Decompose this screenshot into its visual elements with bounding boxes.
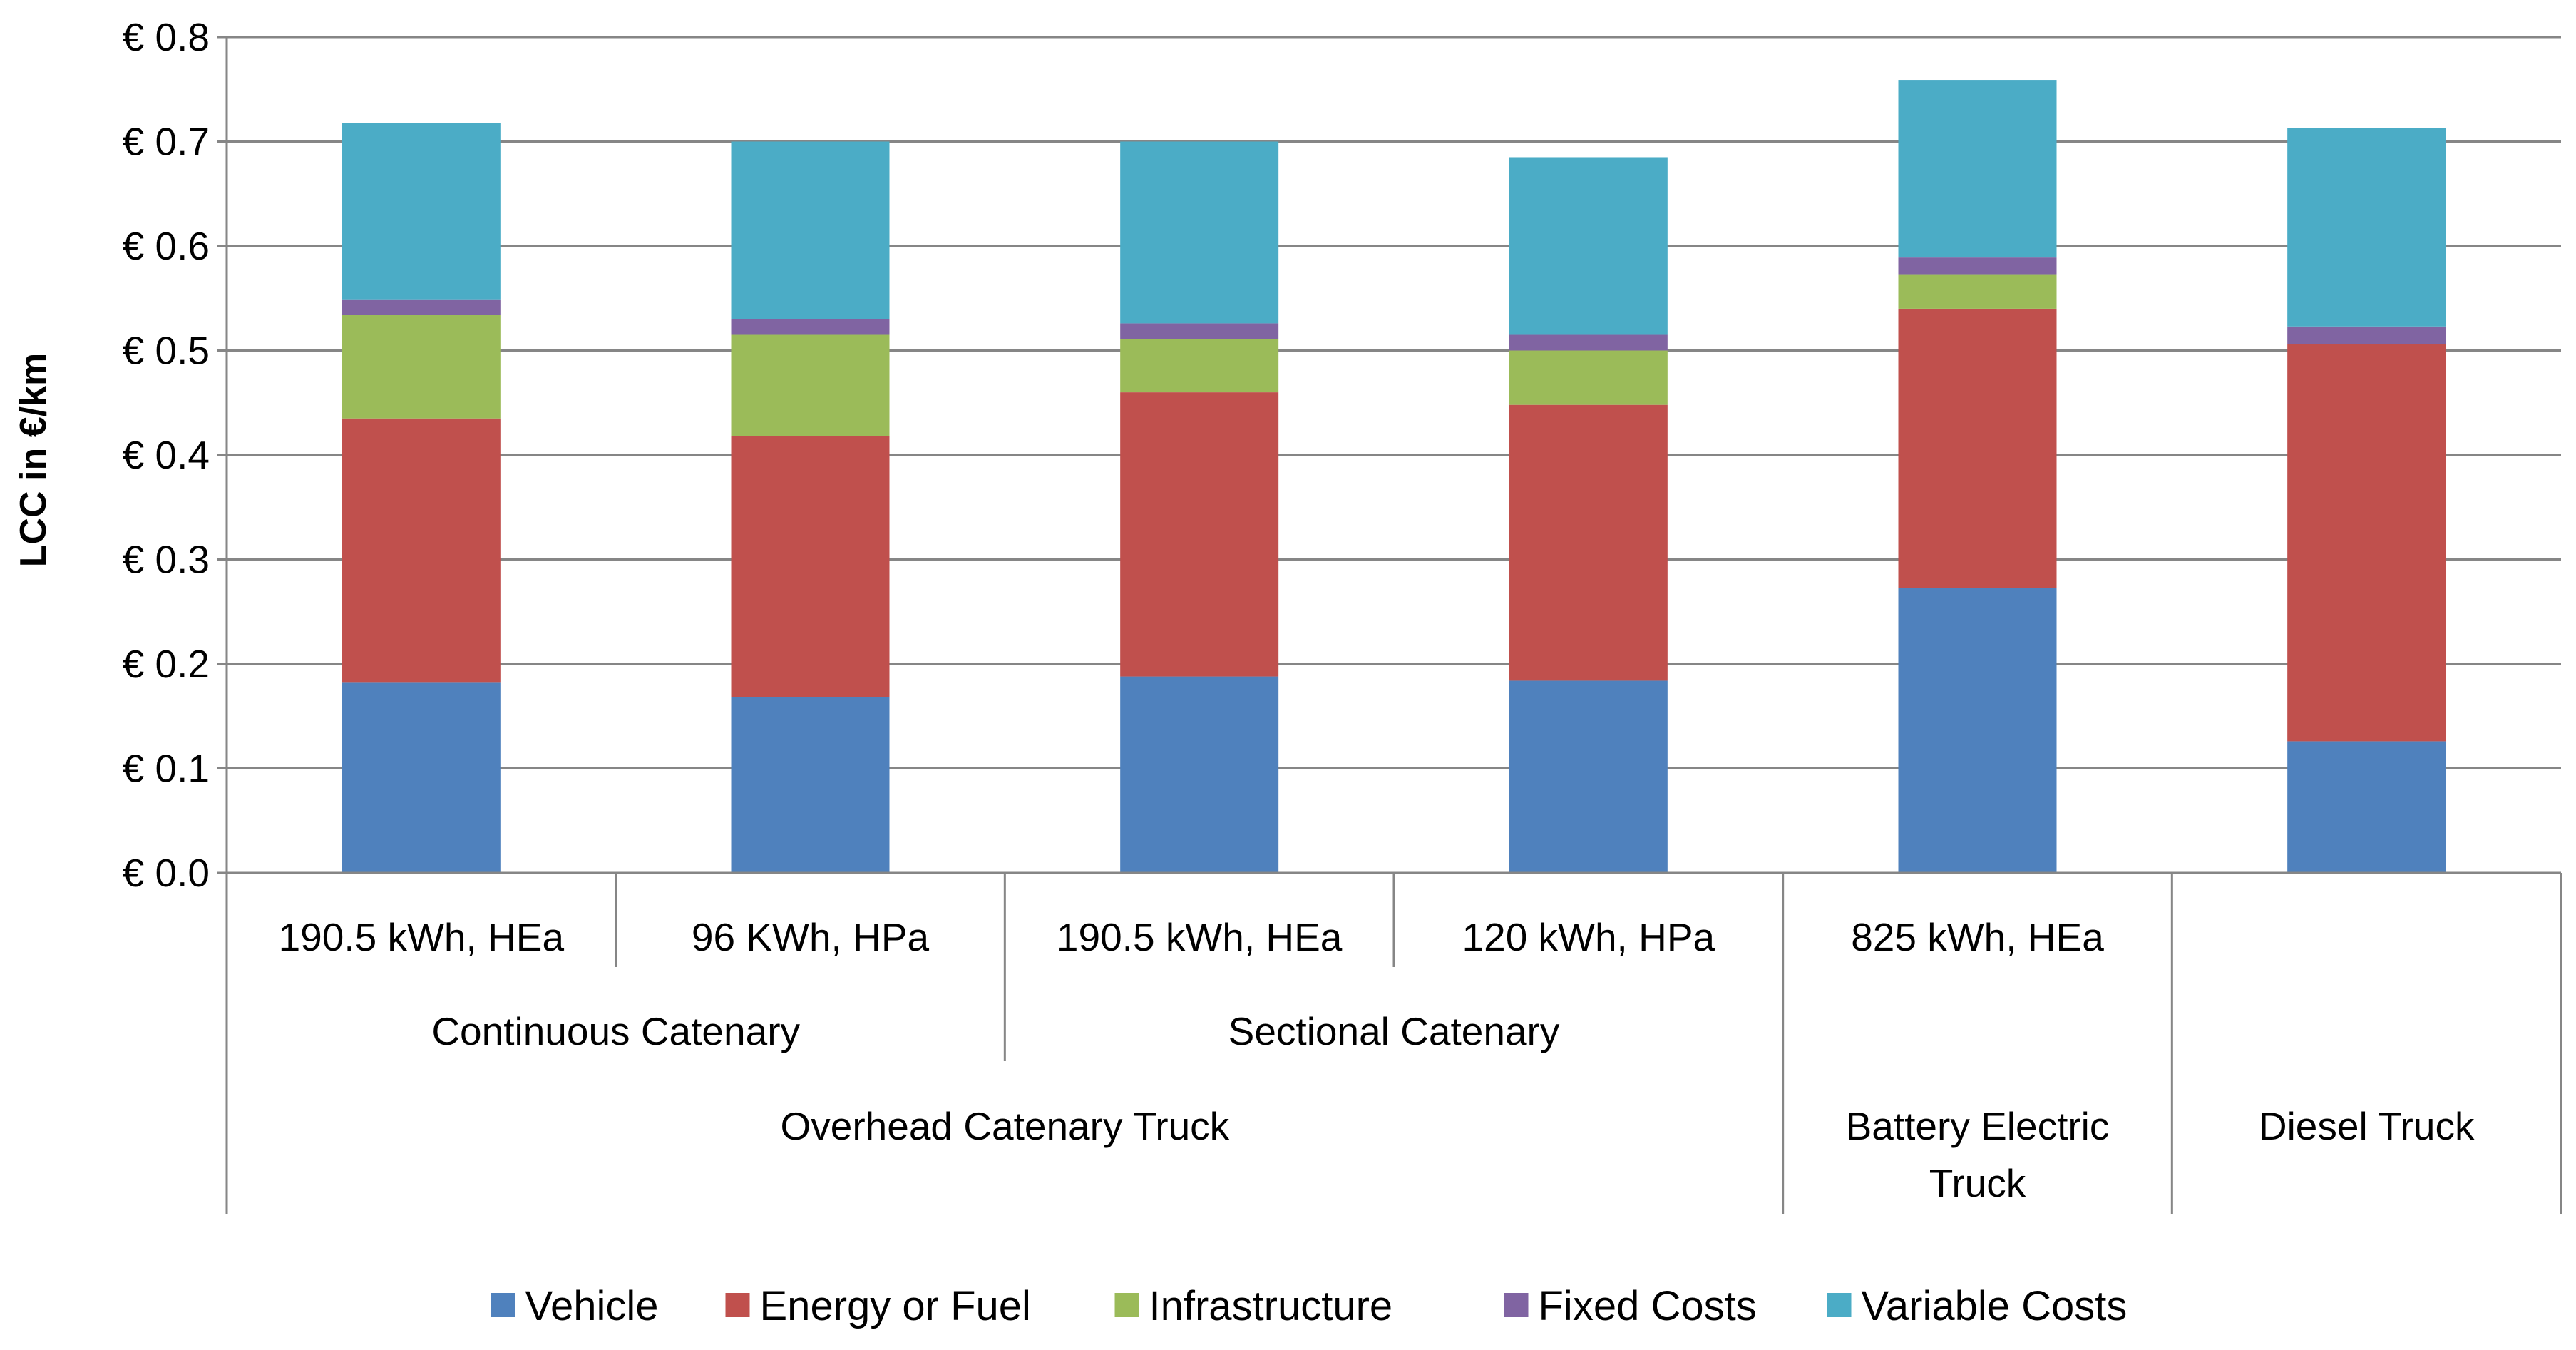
legend-label-energy-or-fuel: Energy or Fuel xyxy=(760,1283,1031,1329)
bar-segment-energy-or-fuel xyxy=(2287,344,2446,742)
bar-segment-infrastructure xyxy=(1509,350,1668,405)
bar-segment-infrastructure xyxy=(342,315,501,419)
bar-segment-infrastructure xyxy=(1898,274,2057,309)
y-tick-label: € 0.7 xyxy=(123,120,210,164)
category-supergroup-label-line: Truck xyxy=(1929,1161,2026,1205)
y-tick-label: € 0.0 xyxy=(123,851,210,895)
bar-segment-vehicle xyxy=(342,682,501,873)
y-tick-label: € 0.5 xyxy=(123,329,210,373)
legend-label-vehicle: Vehicle xyxy=(525,1283,659,1329)
bar-segment-infrastructure xyxy=(731,334,890,436)
legend-label-infrastructure: Infrastructure xyxy=(1149,1283,1393,1329)
category-label: 825 kWh, HEa xyxy=(1851,915,2104,959)
bar-segment-variable-costs xyxy=(2287,128,2446,327)
y-tick-label: € 0.8 xyxy=(123,15,210,59)
legend: Vehicle Energy or Fuel Infrastructure Fixed… xyxy=(491,1283,2128,1329)
bar-segment-variable-costs xyxy=(731,141,890,319)
gridlines xyxy=(227,36,2561,874)
legend-swatch-fixed-costs xyxy=(1504,1293,1529,1317)
bars xyxy=(342,80,2446,873)
category-supergroup-label-line: Battery Electric xyxy=(1846,1104,2110,1148)
bar-segment-fixed-costs xyxy=(1509,334,1668,351)
category-group-label: Sectional Catenary xyxy=(1228,1009,1560,1053)
y-tick-label: € 0.2 xyxy=(123,642,210,686)
category-supergroup-label: Battery Electric Truck xyxy=(1846,1104,2110,1205)
y-tick-label: € 0.1 xyxy=(123,747,210,791)
bar-segment-energy-or-fuel xyxy=(731,436,890,697)
bar-segment-infrastructure xyxy=(1120,339,1279,393)
legend-swatch-infrastructure xyxy=(1114,1293,1139,1317)
legend-label-fixed-costs: Fixed Costs xyxy=(1539,1283,1757,1329)
bar-segment-energy-or-fuel xyxy=(342,418,501,683)
y-axis-ticks: € 0.0 € 0.1 € 0.2 € 0.3 € 0.4 € 0.5 € 0.6 € 0.7… xyxy=(123,15,228,895)
bar-segment-variable-costs xyxy=(1898,80,2057,258)
bar-segment-fixed-costs xyxy=(2287,326,2446,344)
bar-segment-fixed-costs xyxy=(1120,323,1279,339)
legend-label-variable-costs: Variable Costs xyxy=(1862,1283,2128,1329)
bar-segment-fixed-costs xyxy=(1898,257,2057,275)
legend-swatch-vehicle xyxy=(491,1293,515,1317)
y-tick-label: € 0.3 xyxy=(123,538,210,582)
bar-segment-variable-costs xyxy=(342,123,501,300)
bar-segment-energy-or-fuel xyxy=(1898,308,2057,588)
bar-segment-energy-or-fuel xyxy=(1120,392,1279,677)
bar-segment-vehicle xyxy=(1509,680,1668,873)
category-label: 96 KWh, HPa xyxy=(692,915,930,959)
category-label: 190.5 kWh, HEa xyxy=(1057,915,1343,959)
bar-segment-vehicle xyxy=(1120,676,1279,873)
bar-segment-variable-costs xyxy=(1120,141,1279,324)
legend-swatch-variable-costs xyxy=(1827,1293,1852,1317)
category-group-label: Continuous Catenary xyxy=(431,1009,800,1053)
x-axis: 190.5 kWh, HEa 96 KWh, HPa 190.5 kWh, HEa 1… xyxy=(225,871,2562,1214)
category-supergroup-label: Diesel Truck xyxy=(2259,1104,2475,1148)
bar-segment-vehicle xyxy=(731,697,890,873)
category-label: 190.5 kWh, HEa xyxy=(279,915,565,959)
bar-segment-fixed-costs xyxy=(731,319,890,335)
category-label: 120 kWh, HPa xyxy=(1462,915,1715,959)
bar-segment-vehicle xyxy=(1898,588,2057,873)
bar-segment-energy-or-fuel xyxy=(1509,404,1668,681)
y-tick-label: € 0.6 xyxy=(123,224,210,268)
y-axis-title: LCC in €/km xyxy=(13,353,54,568)
bar-segment-vehicle xyxy=(2287,741,2446,873)
category-supergroup-label: Overhead Catenary Truck xyxy=(780,1104,1229,1148)
y-tick-label: € 0.4 xyxy=(123,433,210,477)
bar-segment-variable-costs xyxy=(1509,157,1668,335)
legend-swatch-energy-or-fuel xyxy=(725,1293,750,1317)
bar-segment-fixed-costs xyxy=(342,299,501,315)
